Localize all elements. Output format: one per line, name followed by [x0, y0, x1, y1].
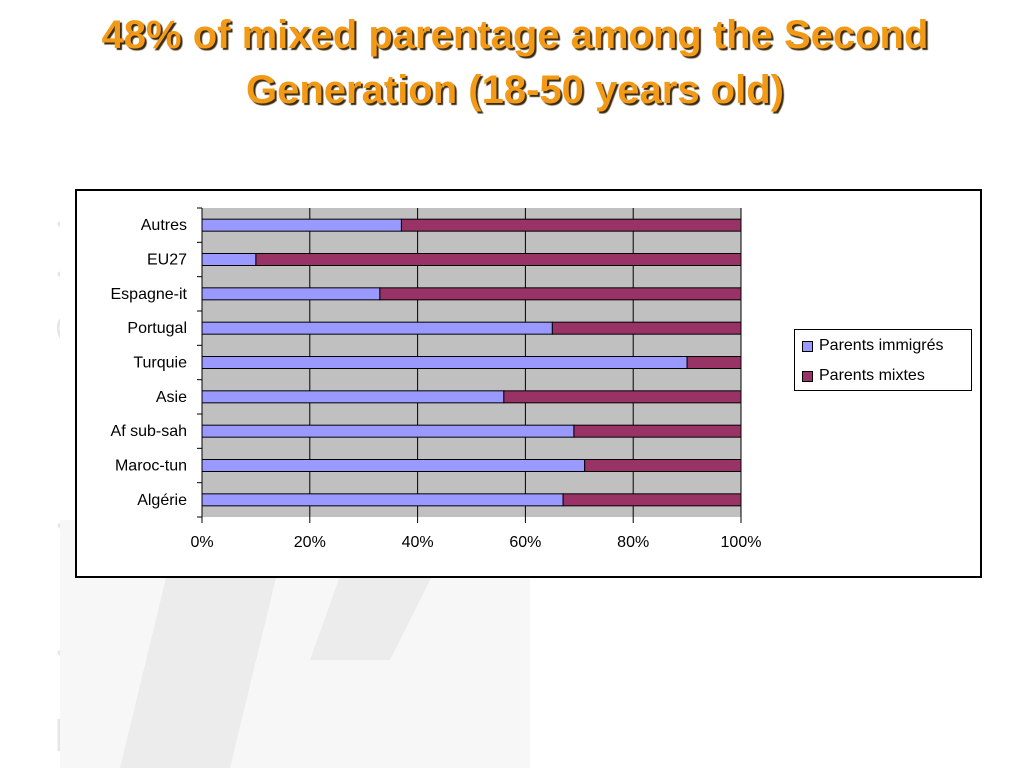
chart-legend: Parents immigrés Parents mixtes — [794, 329, 972, 391]
x-tick-label: 80% — [617, 534, 649, 551]
legend-label-parents-mixtes: Parents mixtes — [819, 367, 925, 384]
bar-segment-parents-mixtes — [573, 424, 742, 438]
bar-segment-parents-mixtes — [551, 321, 742, 335]
bar-segment-parents-immigres — [201, 459, 586, 472]
bar-segment-parents-mixtes — [562, 493, 742, 507]
category-label: Portugal — [127, 320, 187, 337]
category-label: Algérie — [137, 492, 187, 509]
bar-segment-parents-mixtes — [503, 390, 742, 404]
legend-item-parents-mixtes: Parents mixtes — [802, 366, 925, 386]
bar-segment-parents-immigres — [201, 287, 381, 301]
x-tick-label: 40% — [402, 534, 434, 551]
chart-frame: 0% 20% 40% 60% 80% 100% Autres EU27 Espagne-it Po… — [75, 189, 982, 578]
bar-segment-parents-immigres — [201, 493, 564, 507]
x-tick-label: 0% — [190, 534, 213, 551]
category-label: Autres — [141, 217, 187, 234]
bar-chart: 0% 20% 40% 60% 80% 100% Autres EU27 Espagne-it Po… — [111, 207, 762, 551]
bar-segment-parents-immigres — [201, 321, 553, 335]
x-tick-label: 100% — [721, 534, 762, 551]
category-label: Espagne-it — [111, 286, 188, 303]
category-label: EU27 — [147, 252, 187, 269]
bar-segment-parents-immigres — [201, 424, 575, 438]
x-tick-label: 20% — [294, 534, 326, 551]
bar-segment-parents-mixtes — [686, 356, 742, 369]
bar-segment-parents-mixtes — [379, 287, 742, 301]
legend-item-parents-immigres: Parents immigrés — [802, 336, 943, 356]
bar-segment-parents-mixtes — [584, 459, 742, 472]
bar-segment-parents-mixtes — [400, 218, 742, 232]
category-label: Turquie — [133, 355, 187, 372]
bar-segment-parents-mixtes — [255, 253, 742, 266]
x-tick-label: 60% — [509, 534, 541, 551]
bar-segment-parents-immigres — [201, 390, 505, 404]
bar-segment-parents-immigres — [201, 253, 257, 266]
bar-segment-parents-immigres — [201, 218, 402, 232]
category-label: Af sub-sah — [111, 423, 187, 440]
slide-title: 48% of mixed parentage among the Second … — [101, 13, 929, 112]
legend-swatch-parents-mixtes — [802, 370, 813, 382]
watermark-text: Trajectoires et Origines — [48, 127, 60, 755]
legend-label-parents-immigres: Parents immigrés — [819, 337, 944, 354]
category-label: Asie — [156, 389, 187, 406]
bar-segment-parents-immigres — [201, 356, 688, 369]
legend-swatch-parents-immigres — [802, 340, 813, 352]
category-label: Maroc-tun — [115, 458, 187, 475]
